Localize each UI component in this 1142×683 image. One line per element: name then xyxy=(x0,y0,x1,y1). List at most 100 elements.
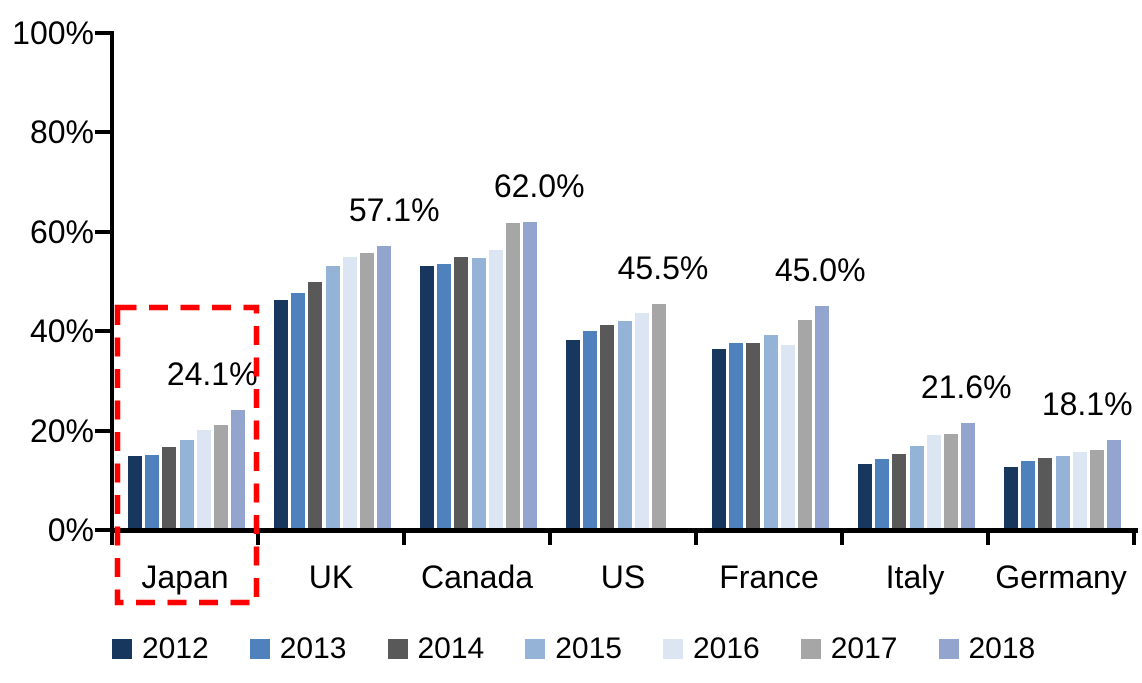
bar-germany-2016 xyxy=(1072,452,1087,528)
bar-italy-2013 xyxy=(875,459,890,528)
bar-canada-2017 xyxy=(506,223,520,528)
x-axis-tick xyxy=(548,528,552,545)
bar-us-2013 xyxy=(583,331,598,528)
bar-uk-2014 xyxy=(308,281,323,528)
bar-france-2016 xyxy=(780,344,795,528)
bar-uk-2018 xyxy=(377,246,392,528)
bar-us-2016 xyxy=(634,312,649,528)
bar-canada-2015 xyxy=(471,257,486,528)
x-axis-tick xyxy=(402,528,406,545)
bar-canada-2012 xyxy=(420,266,434,528)
legend-label: 2017 xyxy=(830,632,898,665)
y-axis-tick xyxy=(95,428,112,433)
category-label: UK xyxy=(308,559,354,595)
legend-label: 2013 xyxy=(279,632,347,665)
bar-canada-2014 xyxy=(454,256,469,528)
bar-france-2018 xyxy=(815,306,830,528)
legend: 2012 2013 2014 2015 2016 2017 2018 xyxy=(112,633,1076,665)
y-axis-tick xyxy=(95,130,112,135)
bar-canada-2013 xyxy=(437,264,452,528)
data-label: 21.6% xyxy=(920,368,1012,405)
legend-label: 2012 xyxy=(142,632,209,665)
bar-uk-2012 xyxy=(274,299,288,528)
bar-uk-2015 xyxy=(325,266,340,528)
y-axis-tick xyxy=(95,329,112,334)
legend-swatch xyxy=(249,639,270,659)
legend-item-2018: 2018 xyxy=(938,632,1036,665)
legend-label: 2014 xyxy=(417,632,485,665)
y-axis-tick-label: 100% xyxy=(12,15,94,51)
bar-germany-2012 xyxy=(1004,467,1018,528)
bar-italy-2016 xyxy=(926,434,941,528)
y-axis-tick-label: 40% xyxy=(29,313,94,350)
bar-us-2017 xyxy=(652,303,666,528)
x-axis-tick xyxy=(1132,528,1136,545)
bar-canada-2018 xyxy=(523,221,538,528)
y-axis-tick xyxy=(95,31,112,35)
legend-swatch xyxy=(525,639,546,659)
bar-france-2012 xyxy=(712,348,726,528)
legend-item-2012: 2012 xyxy=(112,633,209,665)
bar-france-2015 xyxy=(763,335,778,528)
bar-germany-2015 xyxy=(1055,456,1070,528)
legend-swatch xyxy=(663,639,683,659)
data-label: 45.5% xyxy=(617,249,709,286)
y-axis-tick-label: 0% xyxy=(47,512,94,548)
y-axis-tick-label: 20% xyxy=(29,412,94,449)
x-axis-tick xyxy=(986,528,990,545)
bar-japan-2017 xyxy=(214,424,228,528)
bar-uk-2017 xyxy=(360,253,374,528)
bar-germany-2013 xyxy=(1021,460,1036,528)
y-axis-line xyxy=(110,31,114,532)
category-label: Germany xyxy=(995,559,1127,595)
data-label: 18.1% xyxy=(1041,386,1133,423)
x-axis-tick xyxy=(256,528,260,545)
x-axis-tick xyxy=(694,528,698,545)
x-axis-tick xyxy=(840,528,844,545)
bar-france-2017 xyxy=(798,319,812,528)
category-label: France xyxy=(719,559,819,595)
legend-label: 2015 xyxy=(555,632,622,665)
legend-label: 2016 xyxy=(693,632,760,665)
legend-label: 2018 xyxy=(968,632,1036,665)
bar-japan-2012 xyxy=(128,456,142,528)
bar-us-2014 xyxy=(600,325,615,528)
y-axis-tick xyxy=(95,229,112,234)
category-label: Italy xyxy=(885,559,945,595)
bar-germany-2017 xyxy=(1090,449,1104,528)
legend-swatch xyxy=(387,639,408,659)
bar-germany-2014 xyxy=(1038,458,1053,528)
legend-item-2014: 2014 xyxy=(387,632,485,665)
bar-uk-2013 xyxy=(291,292,306,528)
bar-japan-2013 xyxy=(145,455,160,528)
data-label: 62.0% xyxy=(493,167,585,204)
legend-swatch xyxy=(800,639,821,659)
bar-canada-2016 xyxy=(488,250,503,528)
bar-germany-2018 xyxy=(1107,440,1122,528)
bar-japan-2018 xyxy=(231,410,246,528)
data-label: 57.1% xyxy=(348,192,440,229)
y-axis-tick-label: 80% xyxy=(29,114,94,151)
bar-italy-2018 xyxy=(961,422,976,528)
legend-swatch xyxy=(112,639,132,659)
bar-us-2015 xyxy=(617,320,632,528)
bar-us-2012 xyxy=(566,339,580,528)
category-label: Japan xyxy=(141,559,229,595)
legend-item-2013: 2013 xyxy=(249,632,347,665)
x-axis-tick xyxy=(110,528,114,545)
y-axis-tick-label: 60% xyxy=(29,213,94,250)
bar-japan-2016 xyxy=(196,429,211,528)
bar-italy-2017 xyxy=(944,433,958,528)
bar-france-2014 xyxy=(746,343,761,528)
bar-france-2013 xyxy=(729,342,744,528)
legend-item-2015: 2015 xyxy=(525,633,622,665)
category-label: US xyxy=(600,559,646,595)
bar-japan-2014 xyxy=(162,447,177,528)
data-label: 24.1% xyxy=(166,356,258,393)
data-label: 45.0% xyxy=(774,252,866,289)
bar-italy-2014 xyxy=(892,453,907,528)
bar-italy-2015 xyxy=(909,446,924,528)
x-axis-line xyxy=(110,528,1138,533)
legend-swatch xyxy=(938,639,959,659)
